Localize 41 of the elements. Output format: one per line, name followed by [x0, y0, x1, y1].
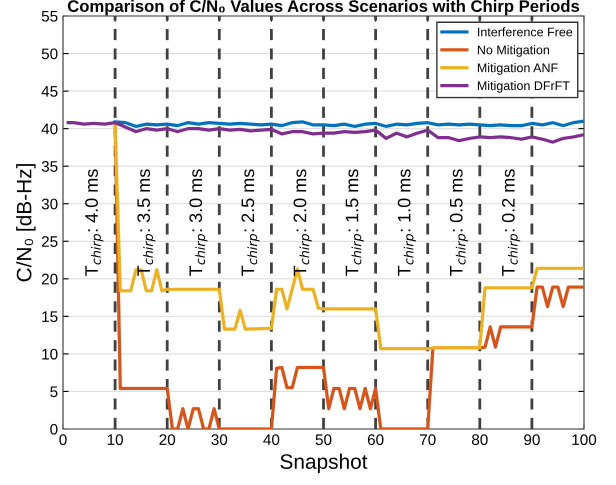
y-tick-label: 25 — [42, 236, 58, 247]
y-tick-label: 0 — [50, 424, 58, 435]
legend-label: Interference Free — [478, 27, 572, 36]
y-tick-label: 10 — [42, 348, 58, 360]
y-tick-label: 15 — [42, 311, 58, 322]
annotation: T$_{chirp}$: 3.0 ms — [189, 169, 208, 276]
legend-label: Mitigation ANF — [478, 63, 558, 75]
y-tick-label: 45 — [42, 86, 58, 97]
x-tick-label: 40 — [263, 434, 280, 446]
annotation: T$_{chirp}$: 2.0 ms — [294, 169, 312, 276]
x-tick-label: 60 — [368, 434, 384, 446]
annotation: T$_{chirp}$: 0.5 ms — [450, 169, 468, 276]
annotation: T$_{chirp}$: 1.0 ms — [398, 169, 416, 276]
y-axis-title: C/N₀ [dB-Hz] — [16, 164, 36, 282]
x-tick-label: 100 — [572, 434, 596, 446]
x-tick-label: 80 — [472, 434, 488, 446]
x-axis-title: Snapshot — [280, 454, 368, 474]
x-tick-label: 30 — [211, 434, 228, 446]
annotation: T$_{chirp}$: 2.5 ms — [241, 169, 260, 276]
legend-label: No Mitigation — [478, 45, 550, 57]
y-tick-label: 40 — [42, 124, 58, 134]
annotation: T$_{chirp}$: 3.5 ms — [137, 169, 156, 276]
line-series — [66, 121, 584, 144]
y-tick-label: 50 — [42, 48, 58, 60]
x-tick-label: 50 — [316, 434, 332, 446]
chart-title: Comparison of C/N₀ Values Across Scenarios with Chirp Periods — [68, 0, 580, 16]
annotation: T$_{chirp}$: 4.0 ms — [85, 169, 104, 276]
x-tick-label: 0 — [59, 434, 67, 446]
y-tick-label: 35 — [42, 161, 58, 172]
line-series — [114, 121, 584, 350]
x-tick-label: 20 — [159, 434, 176, 446]
x-tick-label: 70 — [420, 434, 436, 446]
annotation: T$_{chirp}$: 0.2 ms — [502, 169, 520, 276]
y-tick-label: 30 — [42, 198, 58, 210]
x-tick-label: 10 — [108, 434, 123, 446]
x-tick-label: 90 — [524, 434, 540, 446]
y-tick-label: 20 — [42, 274, 58, 285]
y-tick-label: 5 — [50, 386, 58, 398]
legend-label: Mitigation DFrFT — [478, 80, 570, 93]
y-tick-label: 55 — [42, 11, 58, 22]
annotation: T$_{chirp}$: 1.5 ms — [346, 169, 364, 276]
